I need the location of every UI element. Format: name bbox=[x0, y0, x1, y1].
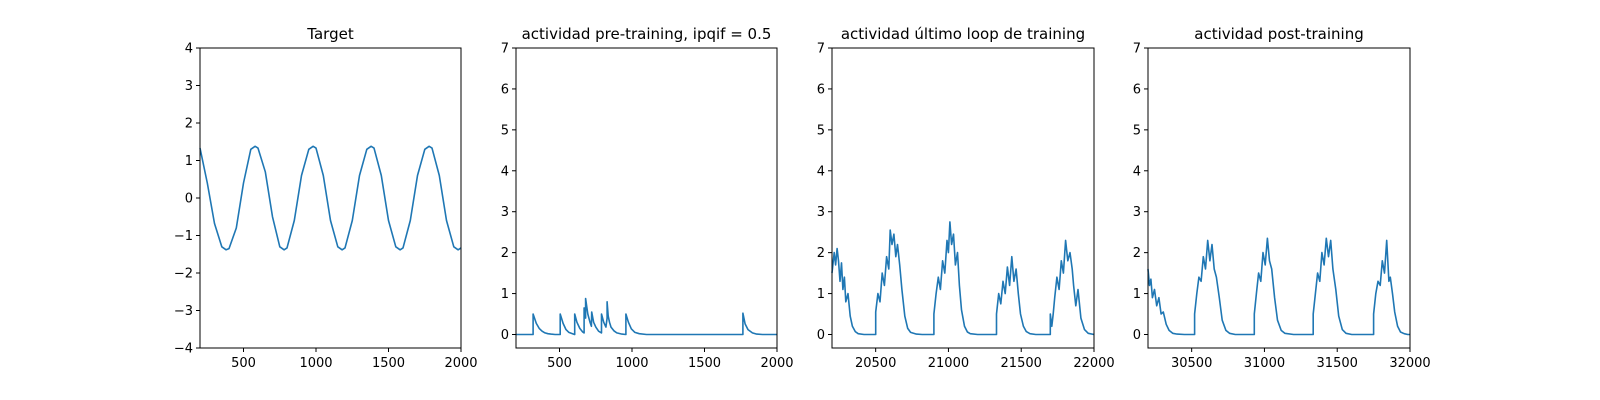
y-tick-label: 0 bbox=[817, 328, 825, 343]
x-tick-label: 31500 bbox=[1317, 356, 1358, 371]
y-tick-label: 3 bbox=[1133, 205, 1141, 220]
y-tick-label: 4 bbox=[185, 42, 193, 57]
y-tick-label: −4 bbox=[174, 342, 193, 357]
subplot-title: actividad post-training bbox=[1194, 25, 1363, 43]
y-tick-label: 4 bbox=[817, 164, 825, 179]
y-tick-label: 0 bbox=[185, 192, 193, 207]
y-tick-label: 3 bbox=[501, 205, 509, 220]
x-tick-label: 500 bbox=[547, 356, 572, 371]
y-tick-label: 0 bbox=[501, 328, 509, 343]
x-tick-label: 1500 bbox=[372, 356, 405, 371]
axes-frame bbox=[1147, 47, 1411, 349]
x-tick-label: 20500 bbox=[855, 356, 896, 371]
subplot-title: actividad último loop de training bbox=[841, 25, 1085, 43]
y-tick-label: 5 bbox=[1133, 123, 1141, 138]
subplot-title: actividad pre-training, ipqif = 0.5 bbox=[522, 25, 772, 43]
y-tick-label: 6 bbox=[1133, 82, 1141, 97]
series-line bbox=[1147, 237, 1410, 336]
x-tick-label: 21500 bbox=[1001, 356, 1042, 371]
series-line bbox=[516, 297, 777, 336]
axes-frame bbox=[831, 47, 1095, 349]
y-tick-label: 1 bbox=[185, 154, 193, 169]
series-line bbox=[831, 221, 1095, 336]
y-tick-label: −1 bbox=[174, 229, 193, 244]
y-tick-label: 2 bbox=[817, 246, 825, 261]
y-tick-label: 4 bbox=[501, 164, 509, 179]
y-tick-label: 2 bbox=[1133, 246, 1141, 261]
y-tick-label: 7 bbox=[817, 42, 825, 57]
y-tick-label: 2 bbox=[185, 117, 193, 132]
x-tick-label: 22000 bbox=[1073, 356, 1114, 371]
y-tick-label: 3 bbox=[185, 79, 193, 94]
y-tick-label: −3 bbox=[174, 304, 193, 319]
y-tick-label: 5 bbox=[817, 123, 825, 138]
x-tick-label: 30500 bbox=[1171, 356, 1212, 371]
y-tick-label: 2 bbox=[501, 246, 509, 261]
x-tick-label: 2000 bbox=[444, 356, 477, 371]
y-tick-label: 5 bbox=[501, 123, 509, 138]
y-tick-label: 3 bbox=[817, 205, 825, 220]
subplot-1: Target 500 1000 1500 2000 −4 −3 −2 −1 0 1 2 3 4 bbox=[174, 25, 478, 371]
y-tick-label: −2 bbox=[174, 267, 193, 282]
axes-frame bbox=[199, 47, 462, 349]
y-tick-label: 1 bbox=[817, 287, 825, 302]
x-tick-label: 31000 bbox=[1244, 356, 1285, 371]
x-tick-label: 1500 bbox=[688, 356, 721, 371]
axes-frame bbox=[515, 47, 778, 349]
x-tick-label: 32000 bbox=[1389, 356, 1430, 371]
x-tick-label: 21000 bbox=[928, 356, 969, 371]
x-tick-label: 1000 bbox=[615, 356, 648, 371]
x-tick-label: 500 bbox=[231, 356, 256, 371]
y-tick-label: 0 bbox=[1133, 328, 1141, 343]
y-tick-label: 1 bbox=[1133, 287, 1141, 302]
y-tick-label: 1 bbox=[501, 287, 509, 302]
subplot-title: Target bbox=[306, 25, 354, 43]
y-tick-label: 4 bbox=[1133, 164, 1141, 179]
y-tick-label: 6 bbox=[817, 82, 825, 97]
x-tick-label: 1000 bbox=[299, 356, 332, 371]
x-tick-label: 2000 bbox=[760, 356, 793, 371]
y-tick-label: 7 bbox=[501, 42, 509, 57]
y-tick-label: 7 bbox=[1133, 42, 1141, 57]
series-line bbox=[199, 145, 462, 251]
y-tick-label: 6 bbox=[501, 82, 509, 97]
